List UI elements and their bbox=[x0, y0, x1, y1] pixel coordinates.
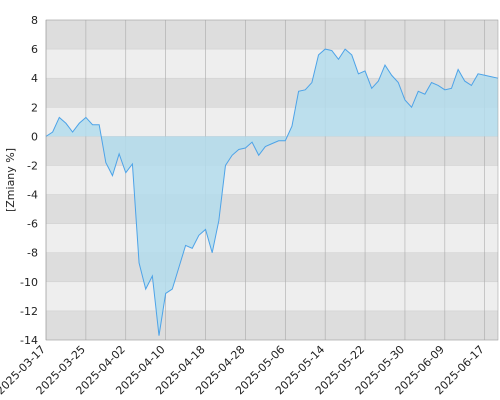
line bbox=[45, 48, 499, 336]
grid-band bbox=[46, 223, 498, 253]
grid-band bbox=[46, 20, 498, 50]
plot-frame bbox=[45, 19, 499, 341]
y-tick-label: -4 bbox=[27, 189, 38, 202]
y-tick-label: 8 bbox=[31, 14, 38, 27]
y-tick-label: -14 bbox=[20, 334, 38, 347]
y-axis-label: [Zmiany %] bbox=[4, 148, 17, 212]
y-tick-label: -6 bbox=[27, 218, 38, 231]
y-tick-label: -10 bbox=[20, 276, 38, 289]
grid-band bbox=[46, 165, 498, 195]
grid-band bbox=[46, 310, 498, 340]
y-tick-label: -12 bbox=[20, 305, 38, 318]
y-tick-label: 0 bbox=[31, 130, 38, 143]
grid-band bbox=[46, 252, 498, 282]
area bbox=[46, 49, 498, 336]
grid-band bbox=[46, 49, 498, 79]
y-tick-label: 2 bbox=[31, 101, 38, 114]
y-tick-label: -2 bbox=[27, 159, 38, 172]
grid-band bbox=[46, 281, 498, 311]
y-tick-label: 6 bbox=[31, 43, 38, 56]
y-tick-label: 4 bbox=[31, 72, 38, 85]
y-tick-label: -8 bbox=[27, 247, 38, 260]
grid-band bbox=[46, 194, 498, 224]
